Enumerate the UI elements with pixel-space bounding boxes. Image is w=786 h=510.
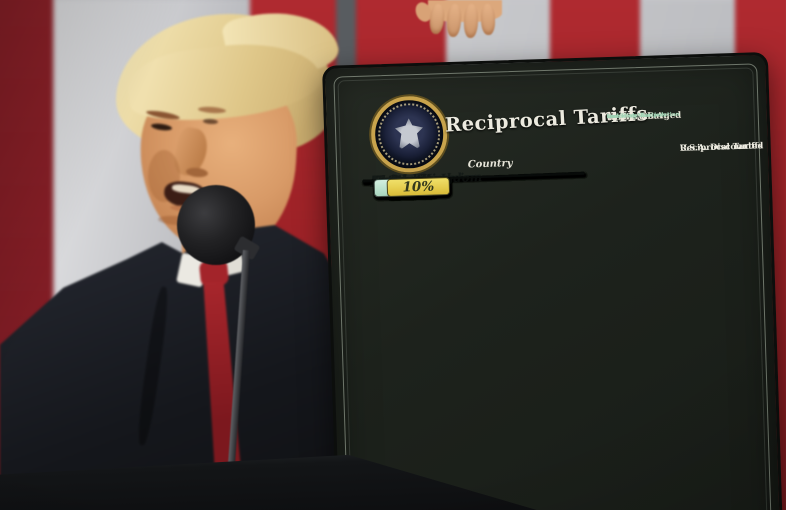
- hand-holding-board: [412, 0, 524, 46]
- microphone-stand: [226, 250, 250, 485]
